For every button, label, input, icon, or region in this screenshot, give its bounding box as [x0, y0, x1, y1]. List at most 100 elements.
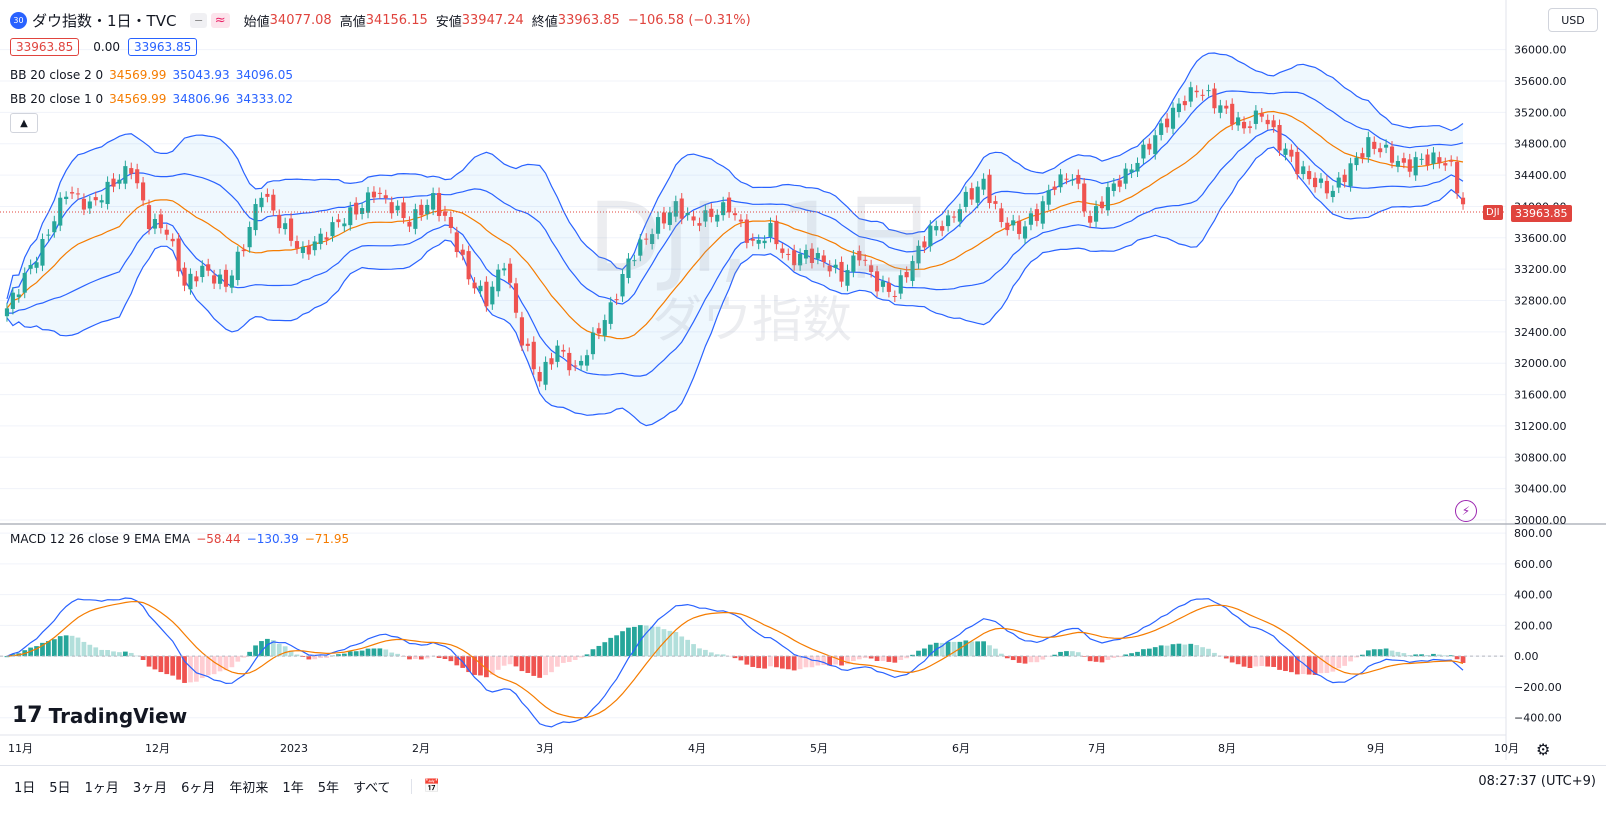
macd-hist-bar	[1294, 656, 1300, 675]
range-5d[interactable]: 5日	[49, 780, 71, 796]
macd-hist-bar	[1442, 655, 1448, 657]
candle-body	[52, 221, 57, 233]
macd-hist-bar	[1289, 656, 1294, 673]
candle-body	[371, 191, 377, 198]
macd-hist-bar	[69, 635, 75, 657]
market-status-icon[interactable]: ≈	[210, 13, 230, 28]
macd-hist-bar	[1034, 656, 1040, 663]
macd-hist-bar	[667, 630, 673, 657]
candle-body	[620, 274, 625, 297]
bb-lower-value: 34333.02	[235, 92, 293, 106]
candle-body	[419, 204, 424, 216]
macd-hist-bar	[194, 656, 199, 682]
macd-hist-bar	[679, 636, 685, 657]
candle-body	[721, 202, 726, 216]
candle-body	[1052, 186, 1057, 190]
candle-body	[833, 264, 838, 268]
macd-hist-bar	[851, 656, 856, 661]
macd-hist-bar	[1330, 656, 1336, 672]
range-1y[interactable]: 1年	[282, 780, 304, 796]
candle-body	[815, 253, 820, 259]
candle-body	[16, 294, 21, 298]
candle-body	[1182, 101, 1187, 106]
macd-hist-bar	[347, 651, 353, 657]
macd-hist-bar	[732, 656, 738, 659]
candle-body	[744, 219, 749, 243]
candle-body	[975, 186, 980, 203]
close-label: 終値	[531, 15, 558, 30]
high-value: 34156.15	[365, 13, 428, 28]
indicator-bb2[interactable]: BB 20 close 2 0 34569.99 35043.93 34096.…	[10, 68, 299, 82]
macd-hist-bar	[1111, 656, 1117, 658]
indicator-macd[interactable]: MACD 12 26 close 9 EMA EMA −58.44 −130.3…	[10, 532, 355, 546]
candle-body	[827, 265, 832, 272]
macd-hist-bar	[1194, 645, 1200, 657]
candle-body	[235, 251, 240, 281]
candle-body	[1259, 113, 1264, 117]
candle-body	[188, 273, 193, 290]
candle-body	[1301, 166, 1306, 175]
clock-timezone[interactable]: 08:27:37 (UTC+9)	[1478, 774, 1596, 789]
macd-hist-bar	[1087, 656, 1093, 662]
macd-hist-bar	[1188, 643, 1194, 657]
range-6m[interactable]: 6ヶ月	[181, 780, 216, 796]
macd-hist-bar	[229, 656, 235, 668]
time-tick-label: 10月	[1494, 742, 1519, 755]
macd-hist-bar	[312, 656, 318, 660]
candle-body	[354, 202, 359, 215]
sell-button[interactable]: 33963.85	[10, 38, 80, 56]
candle-body	[342, 223, 347, 227]
candle-body	[987, 174, 992, 204]
range-1m[interactable]: 1ヶ月	[84, 780, 119, 796]
range-5y[interactable]: 5年	[317, 780, 339, 796]
macd-hist-bar	[294, 654, 300, 657]
currency-selector[interactable]: USD	[1548, 8, 1598, 32]
calendar-goto-icon[interactable]: 📅	[410, 778, 440, 794]
candle-body	[874, 271, 880, 292]
trade-row: 33963.85 0.00 33963.85	[10, 38, 203, 56]
candle-body	[691, 216, 696, 221]
macd-hist-bar	[1312, 656, 1318, 675]
macd-hist-bar	[750, 656, 756, 667]
macd-hist-bar	[413, 656, 418, 659]
buy-button[interactable]: 33963.85	[127, 38, 198, 56]
macd-hist-bar	[1158, 645, 1164, 657]
candle-body	[1040, 201, 1045, 224]
range-3m[interactable]: 3ヶ月	[132, 780, 168, 796]
range-ytd[interactable]: 年初来	[229, 780, 269, 796]
price-tick-label: 33200.00	[1514, 263, 1567, 276]
settings-gear-icon[interactable]: ⚙	[1536, 740, 1551, 759]
candle-body	[898, 275, 903, 294]
collapse-legend-button[interactable]: ▲	[10, 113, 38, 133]
macd-hist-bar	[46, 641, 51, 657]
candle-body	[164, 229, 169, 235]
macd-hist-bar	[910, 654, 915, 657]
chart-title[interactable]: ダウ指数・1日・TVC	[32, 12, 177, 30]
range-1d[interactable]: 1日	[14, 780, 36, 796]
price-tick-label: 30400.00	[1514, 483, 1567, 496]
range-all[interactable]: すべて	[352, 780, 391, 796]
candle-body	[1176, 103, 1181, 113]
candle-body	[111, 178, 116, 187]
indicator-bb1[interactable]: BB 20 close 1 0 34569.99 34806.96 34333.…	[10, 92, 299, 106]
candle-body	[123, 166, 128, 184]
macd-hist-bar	[489, 656, 495, 675]
candle-body	[383, 195, 388, 199]
macd-hist-bar	[128, 652, 134, 657]
lightning-icon[interactable]: ⚡	[1455, 500, 1477, 522]
tradingview-logo[interactable]: 𝟭𝟳 TradingView	[12, 703, 187, 728]
macd-hist-bar	[939, 642, 945, 657]
macd-hist-bar	[1058, 651, 1063, 657]
candle-body	[194, 276, 199, 282]
compare-icon[interactable]: ‒	[190, 13, 207, 28]
macd-hist-bar	[951, 641, 957, 657]
open-value: 34077.08	[269, 13, 332, 28]
candle-body	[851, 255, 856, 272]
candle-body	[555, 345, 560, 362]
candle-body	[1034, 209, 1039, 221]
macd-hist-bar	[1283, 656, 1288, 672]
macd-hist-bar	[51, 639, 57, 657]
time-tick-label: 5月	[810, 742, 828, 755]
candle-body	[1046, 190, 1051, 205]
